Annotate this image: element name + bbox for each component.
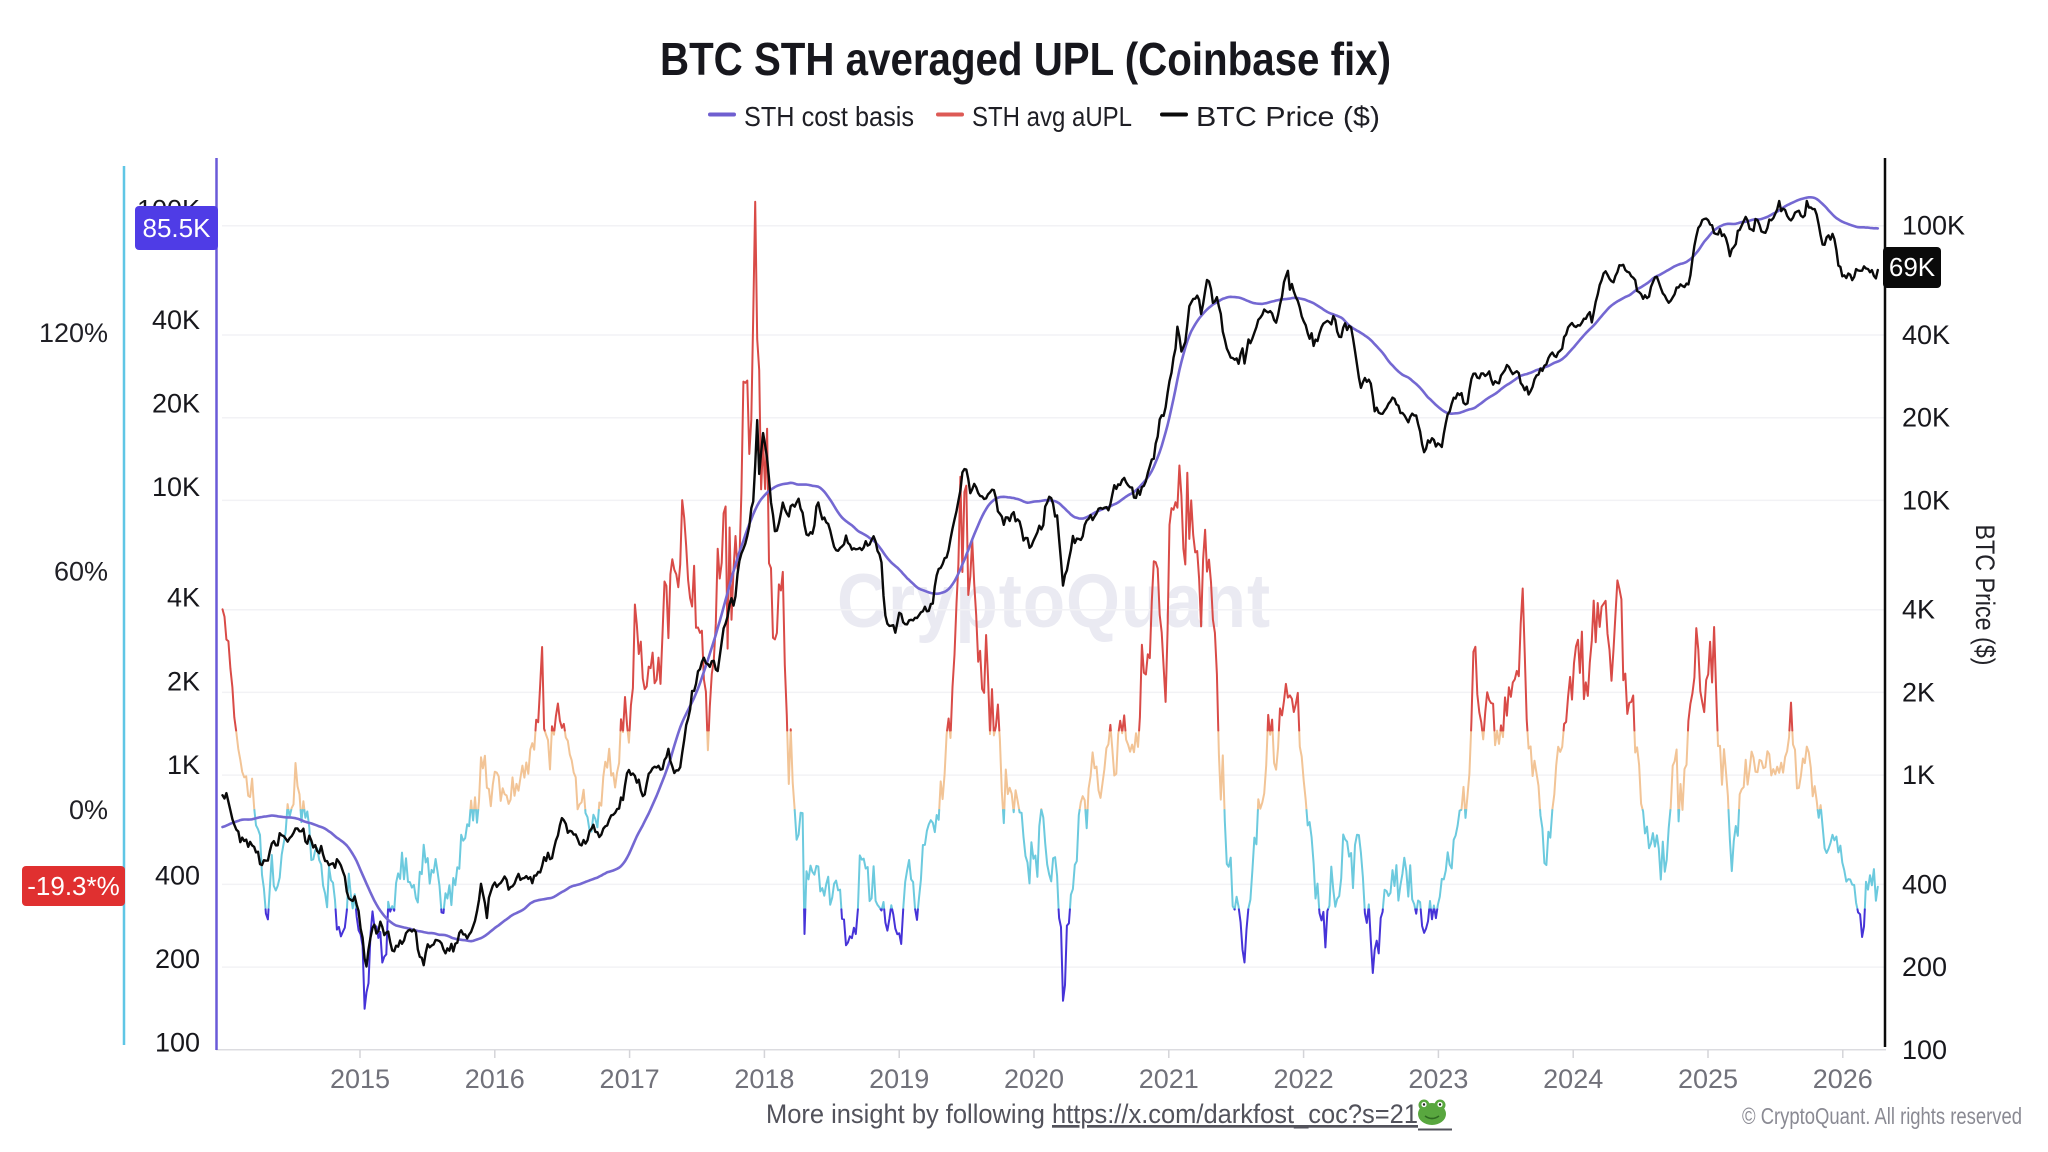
svg-text:2026: 2026 <box>1813 1064 1873 1094</box>
svg-text:1K: 1K <box>167 750 200 780</box>
svg-text:2K: 2K <box>167 666 200 696</box>
svg-text:2K: 2K <box>1902 677 1935 707</box>
svg-text:4K: 4K <box>167 583 200 613</box>
svg-text:200: 200 <box>1902 952 1947 982</box>
svg-text:© CryptoQuant. All rights rese: © CryptoQuant. All rights reserved <box>1742 1103 2022 1129</box>
svg-text:0%: 0% <box>69 795 108 825</box>
svg-text:10K: 10K <box>1902 485 1950 515</box>
svg-text:STH cost basis: STH cost basis <box>744 101 914 132</box>
svg-text:400: 400 <box>155 860 200 890</box>
svg-text:2020: 2020 <box>1004 1064 1064 1094</box>
svg-text:2022: 2022 <box>1274 1064 1334 1094</box>
svg-text:120%: 120% <box>39 318 108 348</box>
svg-text:2016: 2016 <box>465 1064 525 1094</box>
svg-text:BTC STH averaged UPL (Coinbase: BTC STH averaged UPL (Coinbase fix) <box>660 33 1391 85</box>
svg-text:100K: 100K <box>1902 211 1965 241</box>
svg-text:2024: 2024 <box>1543 1064 1603 1094</box>
svg-text:400: 400 <box>1902 869 1947 899</box>
svg-text:100: 100 <box>155 1028 200 1058</box>
svg-text:69K: 69K <box>1889 252 1936 282</box>
svg-text:2015: 2015 <box>330 1064 390 1094</box>
svg-text:STH avg aUPL: STH avg aUPL <box>972 101 1132 132</box>
svg-text:2019: 2019 <box>869 1064 929 1094</box>
svg-text:20K: 20K <box>152 389 200 419</box>
svg-text:60%: 60% <box>54 557 108 587</box>
svg-text:-19.3*%: -19.3*% <box>27 871 120 901</box>
svg-text:BTC Price ($): BTC Price ($) <box>1196 101 1380 132</box>
svg-text:2025: 2025 <box>1678 1064 1738 1094</box>
svg-text:100: 100 <box>1902 1035 1947 1065</box>
svg-text:More insight by following http: More insight by following https://x.com/… <box>766 1099 1418 1129</box>
svg-text:1K: 1K <box>1902 760 1935 790</box>
svg-text:2017: 2017 <box>600 1064 660 1094</box>
svg-text:20K: 20K <box>1902 403 1950 433</box>
svg-text:40K: 40K <box>1902 320 1950 350</box>
svg-text:4K: 4K <box>1902 595 1935 625</box>
svg-text:85.5K: 85.5K <box>143 213 212 243</box>
svg-text:40K: 40K <box>152 305 200 335</box>
svg-text:BTC Price ($): BTC Price ($) <box>1970 525 2000 666</box>
svg-text:10K: 10K <box>152 472 200 502</box>
svg-text:2021: 2021 <box>1139 1064 1199 1094</box>
svg-text:200: 200 <box>155 944 200 974</box>
svg-text:2018: 2018 <box>734 1064 794 1094</box>
svg-text:2023: 2023 <box>1408 1064 1468 1094</box>
